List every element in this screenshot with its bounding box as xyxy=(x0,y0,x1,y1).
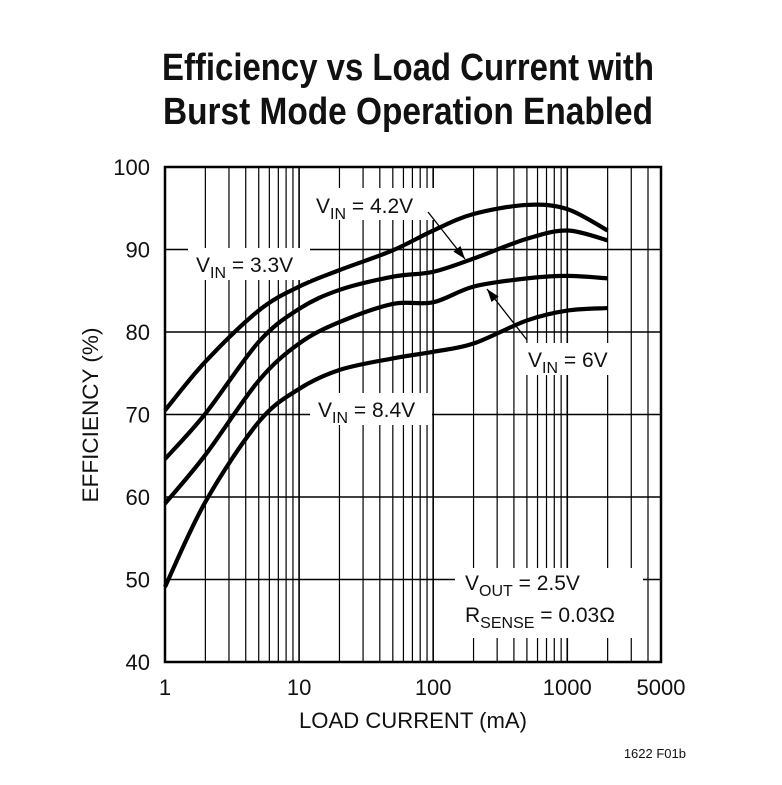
series-line-3 xyxy=(163,305,608,588)
x-axis-label: LOAD CURRENT (mA) xyxy=(299,708,527,733)
plot-frame xyxy=(163,165,663,664)
x-tick-labels: 1 10 100 1000 5000 xyxy=(159,675,686,700)
x-tick-label: 10 xyxy=(287,675,311,700)
x-tick-label: 5000 xyxy=(637,675,686,700)
series-line-2 xyxy=(163,273,608,505)
y-tick-label: 90 xyxy=(126,238,150,263)
series-line-1 xyxy=(163,228,609,461)
series-labels: VIN = 3.3V VIN = 4.2V VIN = 6V VIN = 8.4V VO… xyxy=(188,188,643,638)
y-axis-label: EFFICIENCY (%) xyxy=(78,328,103,503)
series-line-0 xyxy=(163,202,609,412)
series-label-vin-3-3v: VIN = 3.3V xyxy=(196,254,293,282)
y-tick-label: 50 xyxy=(126,568,150,593)
chart-title-line-1: Efficiency vs Load Current with xyxy=(162,47,654,89)
arrow-vin-4-2v-head xyxy=(453,246,465,259)
curves xyxy=(163,202,609,588)
chart-title-line-2: Burst Mode Operation Enabled xyxy=(163,91,653,133)
y-tick-label: 40 xyxy=(126,650,150,675)
conditions-background xyxy=(455,568,643,638)
annotation-vout: VOUT = 2.5V xyxy=(465,572,580,600)
series-label-vin-4-2v-background xyxy=(308,188,436,220)
y-tick-label: 100 xyxy=(113,155,150,180)
series-label-vin-6v-background xyxy=(520,343,618,375)
series-label-vin-8-4v: VIN = 8.4V xyxy=(318,399,415,427)
y-tick-labels: 40 50 60 70 80 90 100 xyxy=(113,155,150,675)
y-tick-label: 70 xyxy=(126,403,150,428)
figure-footnote: 1622 F01b xyxy=(624,746,686,761)
series-label-vin-8-4v-background xyxy=(310,393,432,425)
x-tick-label: 1 xyxy=(159,675,171,700)
y-tick-label: 60 xyxy=(126,485,150,510)
series-label-vin-3-3v-background xyxy=(188,248,310,280)
y-tick-label: 80 xyxy=(126,320,150,345)
series-label-vin-4-2v: VIN = 4.2V xyxy=(316,195,413,223)
x-tick-label: 100 xyxy=(415,675,452,700)
x-tick-label: 1000 xyxy=(543,675,592,700)
arrow-vin-6v-head xyxy=(487,289,499,303)
annotation-rsense: RSENSE = 0.03Ω xyxy=(465,604,615,632)
series-label-vin-6v: VIN = 6V xyxy=(528,349,608,377)
